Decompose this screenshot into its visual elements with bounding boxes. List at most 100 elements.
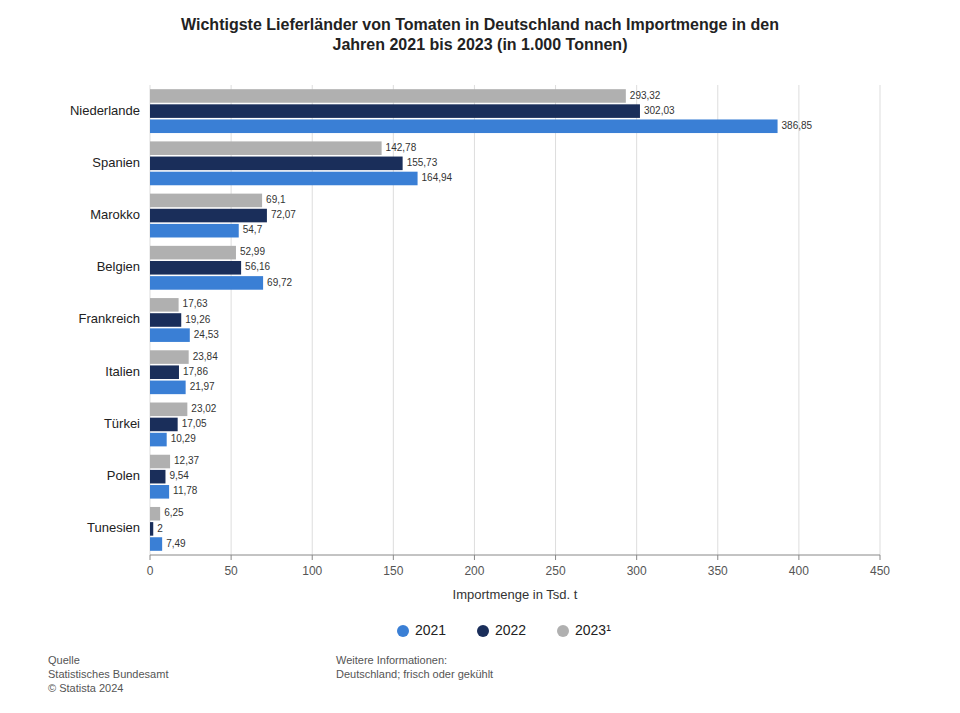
data-label: 52,99 [240,246,265,257]
bar [150,537,162,551]
chart: Wichtigste Lieferländer von Tomaten in D… [0,0,960,713]
data-label: 56,16 [245,261,270,272]
legend-label: 2021 [415,622,446,638]
bar [150,157,403,171]
bar [150,104,640,118]
y-axis: NiederlandeSpanienMarokkoBelgienFrankrei… [70,103,140,536]
category-label: Spanien [92,155,140,170]
grid-line [312,85,313,555]
text-line: © Statista 2024 [48,682,123,694]
grid-line [636,85,637,555]
bars [150,89,778,551]
bar [150,485,169,499]
bar [150,470,165,484]
data-label: 69,72 [267,277,292,288]
bar [150,403,187,417]
category-label: Belgien [97,259,140,274]
text-line: Deutschland; frisch oder gekühlt [336,668,493,680]
bar [150,433,167,447]
axis-line [150,555,880,556]
bar [150,455,170,469]
tick-mark [312,555,313,560]
bar [150,194,262,208]
tick-label: 450 [870,564,890,578]
category-label: Türkei [104,416,140,431]
data-label: 24,53 [194,329,219,340]
axis-label: Importmenge in Tsd. t [453,587,578,602]
data-label: 23,02 [191,403,216,414]
bar [150,209,267,223]
bar [150,313,181,327]
text-line: Wichtigste Lieferländer von Tomaten in D… [181,16,779,33]
data-label: 72,07 [271,209,296,220]
data-label: 17,63 [183,298,208,309]
tick-label: 200 [464,564,484,578]
data-label: 10,29 [171,433,196,444]
data-label: 293,32 [630,90,661,101]
data-label: 6,25 [164,507,184,518]
bar [150,141,382,155]
data-label: 11,78 [173,485,198,496]
data-label: 9,54 [169,470,189,481]
grid-line [231,85,232,555]
bar [150,298,179,312]
grid [150,85,880,555]
data-label: 7,49 [166,538,186,549]
grid-line [798,85,799,555]
data-label: 155,73 [407,157,438,168]
tick-mark [636,555,637,560]
tick-label: 150 [383,564,403,578]
tick-label: 300 [627,564,647,578]
category-label: Marokko [90,207,140,222]
bar [150,381,186,395]
text-line: Quelle [48,654,80,666]
bar [150,172,418,186]
tick-label: 50 [224,564,238,578]
data-label: 23,84 [193,351,218,362]
grid-line [880,85,881,555]
bar [150,261,241,275]
data-label: 2 [157,523,163,534]
data-labels: 386,85164,9454,769,7224,5321,9710,2911,7… [157,90,812,549]
grid-line [555,85,556,555]
bar [150,119,778,133]
text-line: Weitere Informationen: [336,654,447,666]
bar [150,350,189,364]
data-label: 17,86 [183,366,208,377]
data-label: 17,05 [182,418,207,429]
legend-label: 2023¹ [575,622,611,638]
x-axis: 050100150200250300350400450 [147,555,891,578]
data-label: 142,78 [386,142,417,153]
bar [150,224,239,238]
tick-mark [150,555,151,560]
tick-mark [717,555,718,560]
grid-line [474,85,475,555]
tick-label: 400 [789,564,809,578]
annotation: Weitere Informationen: Deutschland; frisc… [336,654,493,680]
bar [150,522,153,536]
data-label: 54,7 [243,224,263,235]
grid-line [717,85,718,555]
legend-marker [397,625,409,637]
grid-line [393,85,394,555]
tick-label: 100 [302,564,322,578]
data-label: 12,37 [174,455,199,466]
bar [150,328,190,342]
text-line: Statistisches Bundesamt [48,668,168,680]
tick-mark [880,555,881,560]
data-label: 302,03 [644,105,675,116]
category-label: Polen [107,468,140,483]
category-label: Tunesien [87,520,140,535]
tick-mark [474,555,475,560]
legend-label: 2022 [495,622,526,638]
category-label: Niederlande [70,103,140,118]
data-label: 19,26 [185,314,210,325]
bar [150,418,178,432]
legend: 2021 2022 2023¹ [397,622,611,638]
bar [150,246,236,260]
bar [150,276,263,290]
tick-label: 250 [546,564,566,578]
data-label: 21,97 [190,381,215,392]
tick-mark [798,555,799,560]
data-label: 69,1 [266,194,286,205]
